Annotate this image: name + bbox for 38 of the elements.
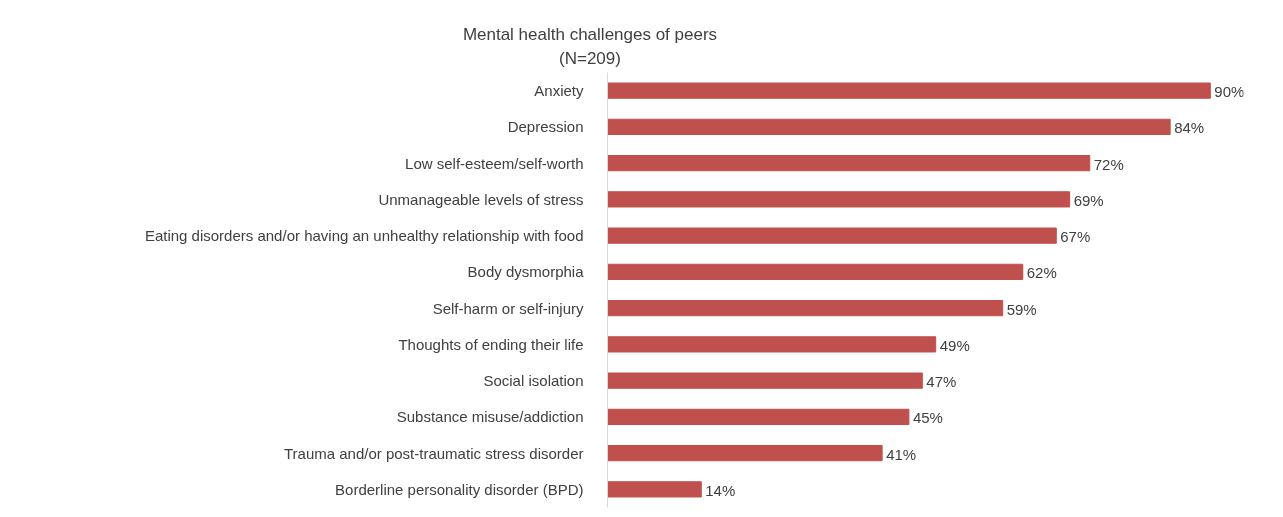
y-tick-label: Substance misuse/addiction xyxy=(396,408,584,426)
data-label: 84% xyxy=(1174,119,1205,137)
y-tick-label: Anxiety xyxy=(534,82,584,100)
data-label: 41% xyxy=(886,445,917,463)
data-label: 59% xyxy=(1006,300,1037,318)
y-tick-label: Low self-esteem/self-worth xyxy=(405,154,584,172)
bar xyxy=(607,372,923,389)
data-label: 62% xyxy=(1026,264,1057,282)
bar xyxy=(607,263,1024,280)
y-tick-label: Thoughts of ending their life xyxy=(398,335,584,353)
y-tick-label: Social isolation xyxy=(483,372,584,390)
bar xyxy=(607,408,910,425)
bar xyxy=(607,481,702,498)
data-label: 69% xyxy=(1073,191,1104,209)
y-tick-label: Trauma and/or post-traumatic stress disorder xyxy=(283,444,584,462)
data-label: 14% xyxy=(705,481,736,499)
data-label: 90% xyxy=(1214,83,1245,101)
chart-title: Mental health challenges of peers xyxy=(462,24,718,46)
bar xyxy=(607,155,1091,172)
y-tick-label: Depression xyxy=(507,118,584,136)
bar xyxy=(607,336,937,353)
data-label: 49% xyxy=(939,336,970,354)
data-label: 45% xyxy=(912,409,943,427)
data-label: 67% xyxy=(1060,228,1091,246)
y-tick-label: Self-harm or self-injury xyxy=(432,299,584,317)
bar xyxy=(607,82,1211,99)
y-tick-label: Eating disorders and/or having an unhealthy relationship with food xyxy=(144,227,584,245)
bar xyxy=(607,227,1057,244)
bar xyxy=(607,300,1004,317)
bar xyxy=(607,445,883,462)
bar xyxy=(607,191,1071,208)
y-tick-label: Borderline personality disorder (BPD) xyxy=(335,480,584,498)
chart-subtitle: (N=209) xyxy=(558,48,622,70)
y-tick-label: Unmanageable levels of stress xyxy=(378,190,584,208)
data-label: 72% xyxy=(1093,155,1124,173)
data-label: 47% xyxy=(926,373,957,391)
bar xyxy=(607,118,1171,135)
y-tick-label: Body dysmorphia xyxy=(467,263,585,281)
